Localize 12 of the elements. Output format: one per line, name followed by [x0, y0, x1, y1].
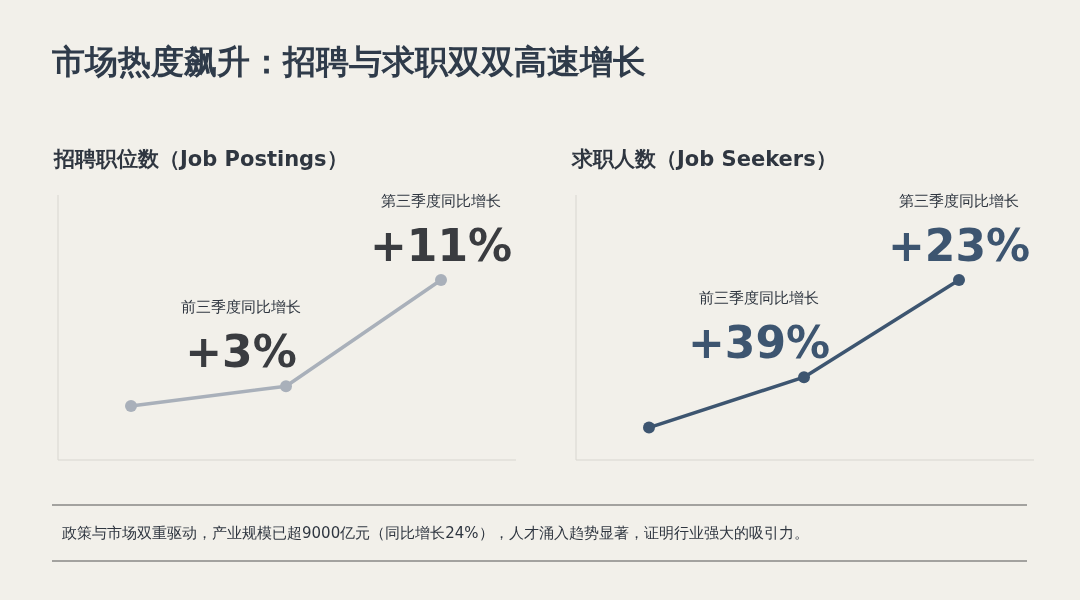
annotation: 前三季度同比增长 [699, 289, 819, 308]
text: +23% [887, 220, 1031, 271]
annotation: +39% [687, 317, 831, 369]
text: 第三季度同比增长 [899, 192, 1019, 210]
text: 政策与市场双重驱动，产业规模已超9000亿元（同比增长24%），人才涌入趋势显著，证明行业强大的吸引力。 [62, 524, 809, 542]
text: 第三季度同比增长 [381, 192, 501, 210]
annotation: 前三季度同比增长 [181, 298, 301, 317]
chart-title: 求职人数（Job Seekers） [571, 147, 837, 171]
annotation: +3% [185, 326, 297, 378]
text: 市场热度飙升：招聘与求职双双高速增长 [51, 42, 646, 81]
text: +11% [369, 220, 513, 271]
chart-title: 招聘职位数（Job Postings） [53, 147, 348, 171]
